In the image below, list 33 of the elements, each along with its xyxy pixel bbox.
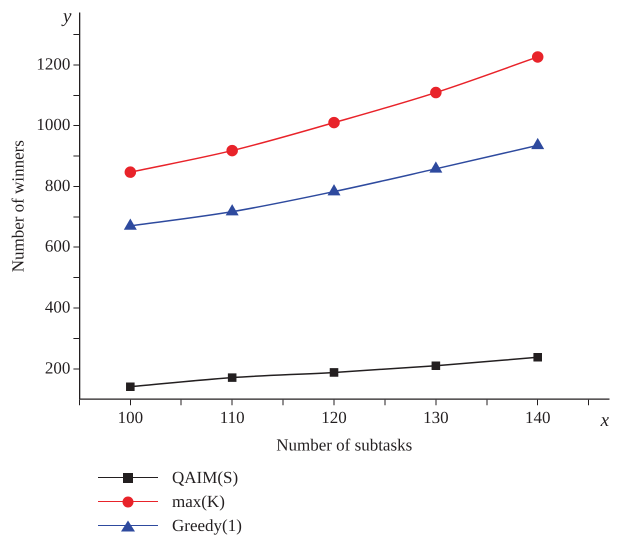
x-axis-title: Number of subtasks [276, 435, 412, 454]
text: y [60, 6, 72, 28]
point [226, 204, 238, 216]
x-tick-label: 110 [220, 408, 245, 427]
point [330, 368, 338, 377]
y-tick-label: 1000 [36, 115, 70, 134]
text: x [600, 410, 610, 432]
point [532, 51, 544, 63]
point [226, 144, 238, 156]
x-tick-label: 120 [321, 408, 347, 427]
x-tick-label: 100 [118, 408, 144, 427]
x-tick-label: 140 [524, 408, 550, 427]
y-tick-label: 1200 [36, 54, 70, 74]
legend-label: Greedy(1) [172, 516, 242, 536]
point [124, 166, 136, 178]
point [432, 361, 440, 370]
point [532, 138, 544, 150]
point [228, 373, 236, 382]
legend-label: max(K) [172, 492, 225, 512]
y-tick-label: 200 [44, 358, 70, 378]
point [430, 86, 442, 98]
point [124, 219, 136, 230]
y-axis-title: Number of winners [8, 140, 28, 272]
point [328, 184, 340, 196]
point [430, 162, 442, 173]
y-tick-label: 400 [44, 297, 70, 316]
point [328, 116, 340, 128]
y-tick-label: 600 [44, 236, 70, 256]
point [126, 382, 135, 392]
legend-label: QAIM(S) [172, 468, 238, 488]
y-tick-label: 800 [44, 176, 70, 195]
point [533, 352, 542, 362]
x-tick-label: 130 [423, 408, 449, 427]
